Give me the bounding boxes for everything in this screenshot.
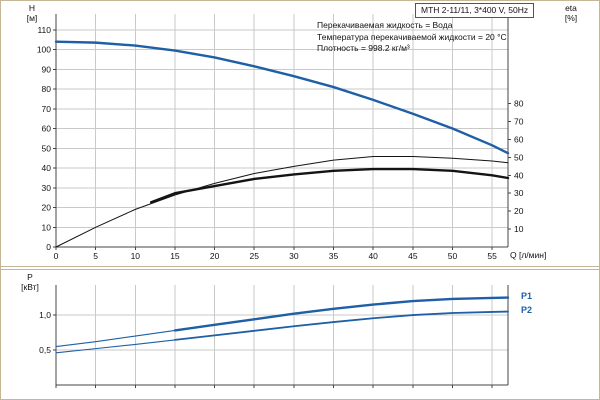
series-label-p2: P2	[521, 305, 533, 315]
svg-text:20: 20	[42, 203, 52, 213]
series-P1-bold	[173, 296, 510, 332]
head-chart-panel: 0 5 10 15 20 25 30 35 40 45 50 55 0 10 20 30 40 50 60 70 80 9…	[1, 1, 599, 267]
series-head-H	[54, 40, 510, 155]
gridlines	[56, 14, 508, 247]
power-chart-canvas: 0,5 1,0	[39, 285, 510, 388]
svg-text:20: 20	[514, 206, 524, 216]
svg-text:10: 10	[131, 251, 141, 261]
power-chart-panel: 0,5 1,0 P [кВт] P1 P2	[1, 269, 599, 399]
power-axis-unit: [кВт]	[21, 282, 39, 292]
series-label-p1: P1	[521, 291, 533, 301]
svg-text:70: 70	[514, 117, 524, 127]
tick-labels: 0,5 1,0	[39, 310, 51, 355]
svg-text:70: 70	[42, 104, 52, 114]
pumped-liquid-conditions: Перекачиваемая жидкость = Вода Температу…	[317, 20, 507, 55]
svg-text:10: 10	[42, 222, 52, 232]
left-axis-unit: [м]	[26, 13, 38, 23]
tick-labels: 0 5 10 15 20 25 30 35 40 45 50 55 0 10 20 30 40 50 60 70 80 9…	[37, 25, 524, 261]
svg-text:0,5: 0,5	[39, 345, 51, 355]
svg-text:0: 0	[46, 242, 51, 252]
svg-text:30: 30	[514, 188, 524, 198]
svg-text:1,0: 1,0	[39, 310, 51, 320]
svg-text:50: 50	[42, 143, 52, 153]
svg-text:30: 30	[42, 183, 52, 193]
svg-text:40: 40	[42, 163, 52, 173]
svg-text:40: 40	[514, 170, 524, 180]
right-axis-unit: [%]	[564, 13, 578, 23]
svg-text:5: 5	[93, 251, 98, 261]
right-axis-symbol: eta	[565, 3, 577, 13]
head-chart-canvas: 0 5 10 15 20 25 30 35 40 45 50 55 0 10 20 30 40 50 60 70 80 9…	[37, 14, 524, 261]
power-axis-title: P [кВт]	[11, 272, 49, 292]
series-eta-total	[55, 155, 509, 248]
condition-density: Плотность = 998.2 кг/м³	[317, 43, 410, 53]
right-axis-title: eta [%]	[553, 3, 589, 23]
svg-text:110: 110	[37, 25, 51, 35]
series-P1	[55, 297, 509, 348]
svg-text:0: 0	[54, 251, 59, 261]
x-axis-title: Q [л/мин]	[510, 250, 547, 260]
condition-liquid: Перекачиваемая жидкость = Вода	[317, 20, 453, 30]
series-eta-pump	[149, 167, 510, 204]
gridlines	[56, 285, 508, 385]
svg-text:35: 35	[329, 251, 339, 261]
svg-text:60: 60	[514, 134, 524, 144]
chart-title-box: MTH 2-11/11, 3*400 V, 50Hz	[415, 3, 535, 18]
svg-text:50: 50	[514, 152, 524, 162]
svg-text:50: 50	[448, 251, 458, 261]
svg-text:55: 55	[487, 251, 497, 261]
svg-text:15: 15	[170, 251, 180, 261]
svg-text:10: 10	[514, 224, 524, 234]
svg-text:90: 90	[42, 64, 52, 74]
svg-text:100: 100	[37, 45, 51, 55]
svg-text:60: 60	[42, 124, 52, 134]
left-axis-title: H [м]	[17, 3, 47, 23]
series-P2	[55, 311, 509, 354]
svg-text:40: 40	[368, 251, 378, 261]
svg-text:30: 30	[289, 251, 299, 261]
series-P2-bold	[174, 310, 509, 341]
svg-text:45: 45	[408, 251, 418, 261]
svg-text:25: 25	[250, 251, 260, 261]
svg-text:80: 80	[42, 84, 52, 94]
left-axis-symbol: H	[28, 3, 36, 13]
axes	[53, 285, 509, 388]
svg-text:20: 20	[210, 251, 220, 261]
svg-text:80: 80	[514, 99, 524, 109]
power-axis-symbol: P	[27, 272, 33, 282]
condition-temperature: Температура перекачиваемой жидкости = 20…	[317, 31, 507, 42]
